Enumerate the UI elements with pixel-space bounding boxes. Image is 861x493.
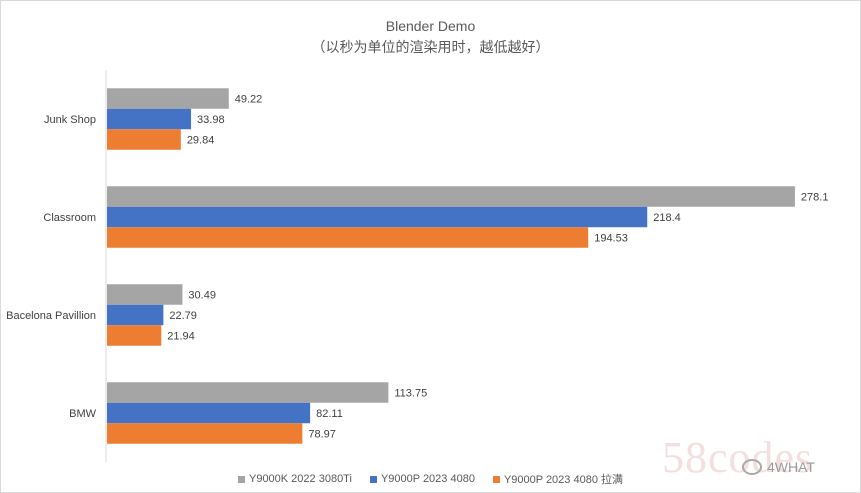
bar xyxy=(107,402,311,424)
legend-label: Y9000P 2023 4080 拉满 xyxy=(503,474,623,486)
data-label: 78.97 xyxy=(308,429,336,441)
legend-swatch xyxy=(237,475,245,483)
bar xyxy=(107,129,181,150)
chart-title: Blender Demo xyxy=(385,18,476,34)
bar xyxy=(107,88,229,109)
data-label: 22.79 xyxy=(169,310,197,322)
data-label: 30.49 xyxy=(188,290,216,302)
chart-subtitle: （以秒为单位的渲染用时，越低越好） xyxy=(311,39,550,55)
bars-group xyxy=(107,88,795,444)
category-label: BMW xyxy=(69,408,97,420)
legend-label: Y9000K 2022 3080Ti xyxy=(248,473,352,485)
bar xyxy=(107,227,589,248)
data-label: 278.1 xyxy=(801,192,829,204)
data-label: 29.84 xyxy=(187,135,215,147)
watermark-handle-text: 4WHAT xyxy=(767,459,815,475)
legend-item: Y9000P 2023 4080 xyxy=(369,471,475,487)
bar xyxy=(107,206,648,228)
legend: Y9000K 2022 3080Ti Y9000P 2023 4080 Y9000P… xyxy=(0,471,861,487)
legend-item: Y9000P 2023 4080 拉满 xyxy=(492,471,623,487)
data-label: 218.4 xyxy=(653,212,681,224)
weibo-icon xyxy=(742,459,762,475)
data-label: 82.11 xyxy=(316,408,343,420)
category-label: Junk Shop xyxy=(44,114,96,126)
data-label: 194.53 xyxy=(594,233,628,245)
category-labels: Junk Shop Classroom Bacelona Pavillion BMW xyxy=(6,114,97,420)
legend-swatch xyxy=(369,475,377,483)
category-label: Bacelona Pavillion xyxy=(6,310,96,322)
legend-swatch xyxy=(492,475,500,483)
bar xyxy=(107,108,192,130)
bar xyxy=(107,186,795,207)
value-labels: 49.22 33.98 29.84 278.1 218.4 194.53 30.49 22.7… xyxy=(167,94,828,441)
bar xyxy=(107,325,162,346)
data-label: 33.98 xyxy=(197,114,225,126)
bar xyxy=(107,304,164,326)
legend-label: Y9000P 2023 4080 xyxy=(380,473,475,485)
watermark-handle: 4WHAT xyxy=(742,459,815,475)
bar xyxy=(107,423,303,444)
bar xyxy=(107,284,183,305)
bar xyxy=(107,382,389,403)
data-label: 49.22 xyxy=(235,94,263,106)
data-label: 21.94 xyxy=(167,331,195,343)
watermark-text: 58codes xyxy=(662,433,814,482)
data-label: 113.75 xyxy=(394,388,427,400)
category-label: Classroom xyxy=(43,212,96,224)
legend-item: Y9000K 2022 3080Ti xyxy=(237,471,352,487)
